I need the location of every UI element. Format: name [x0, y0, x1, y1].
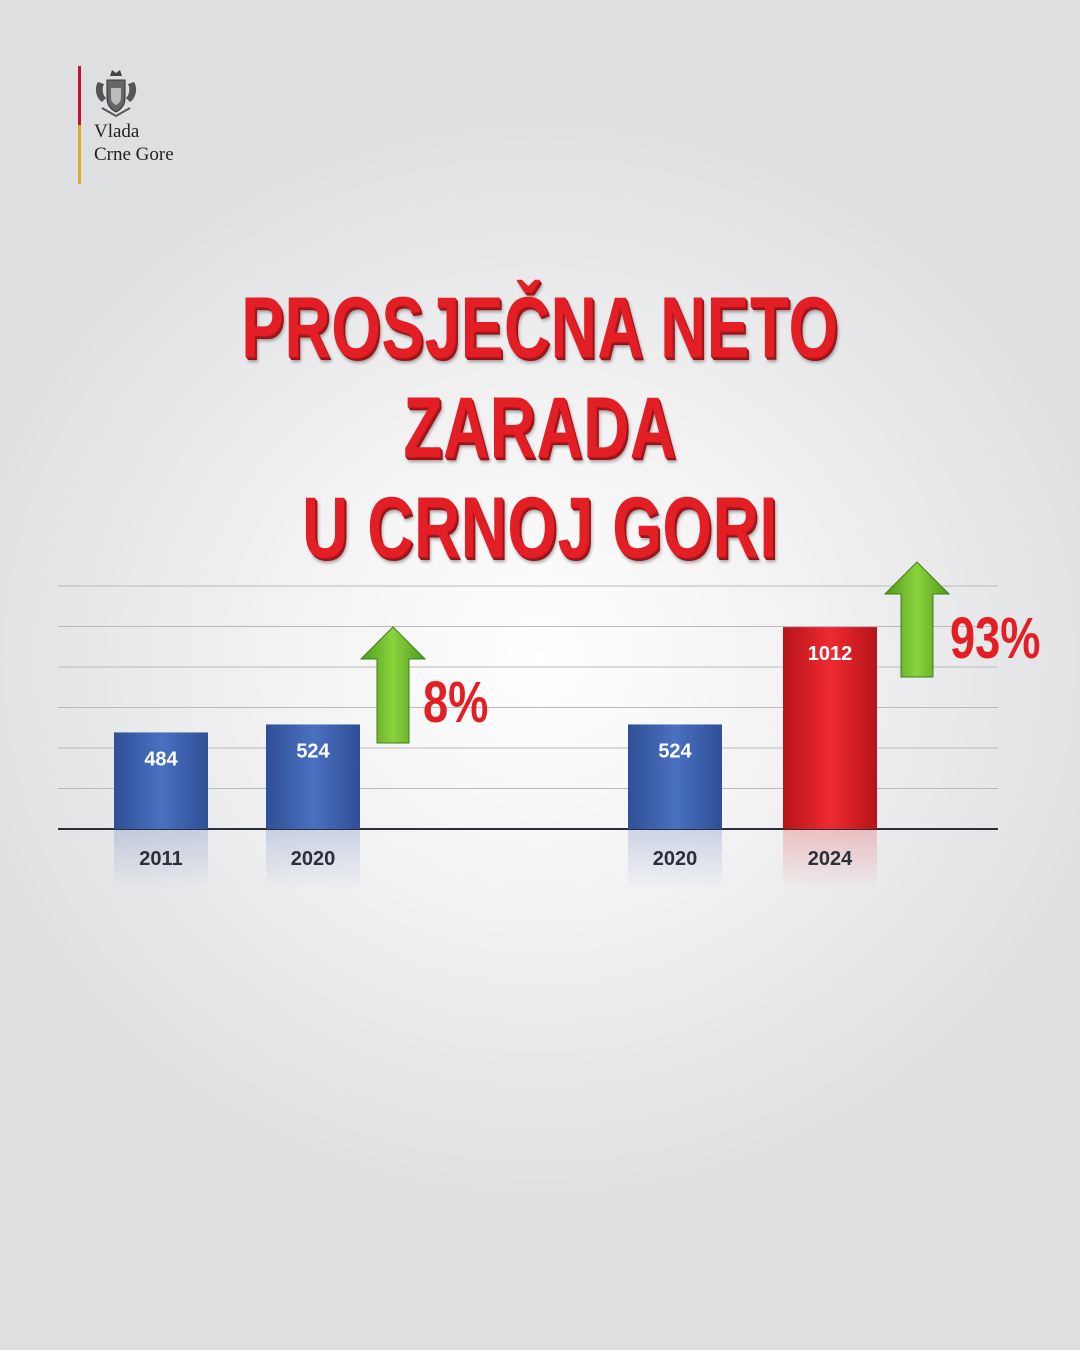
change-label: 93% [950, 607, 1041, 672]
title-line-2: U CRNOJ GORI [302, 480, 778, 576]
brand-line-2: Crne Gore [94, 144, 174, 165]
bar-reflection [783, 830, 877, 890]
x-tick-label: 2020 [291, 848, 336, 870]
bar-value-label: 524 [658, 740, 692, 762]
bar [114, 732, 208, 829]
bar [783, 627, 877, 829]
brand-line-1: Vlada [94, 121, 140, 142]
x-tick-label: 2011 [139, 848, 182, 870]
brand-logo: Vlada Crne Gore [78, 66, 278, 184]
coat-of-arms-icon [95, 70, 137, 118]
up-arrow-icon [359, 626, 427, 744]
bar-value-label: 484 [144, 748, 178, 770]
bar-reflection [628, 830, 722, 890]
title-line-1: PROSJEČNA NETO ZARADA [241, 280, 839, 476]
bar-chart: 484 2011 524 2020 524 2020 1012 2024 8% 93% [58, 561, 1041, 890]
change-label: 8% [423, 671, 488, 736]
bar [628, 724, 722, 829]
brand-name: Vlada Crne Gore [94, 120, 174, 166]
bar-value-label: 524 [296, 740, 330, 762]
bar-reflection [114, 830, 208, 890]
x-tick-label: 2024 [808, 848, 853, 870]
bar-reflection [266, 830, 360, 890]
bar [266, 724, 360, 829]
x-tick-label: 2020 [653, 848, 698, 870]
bar-value-label: 1012 [808, 643, 853, 665]
page-title: PROSJEČNA NETO ZARADA U CRNOJ GORI [140, 278, 939, 578]
up-arrow-icon [883, 561, 951, 678]
brand-color-bar [78, 66, 81, 184]
